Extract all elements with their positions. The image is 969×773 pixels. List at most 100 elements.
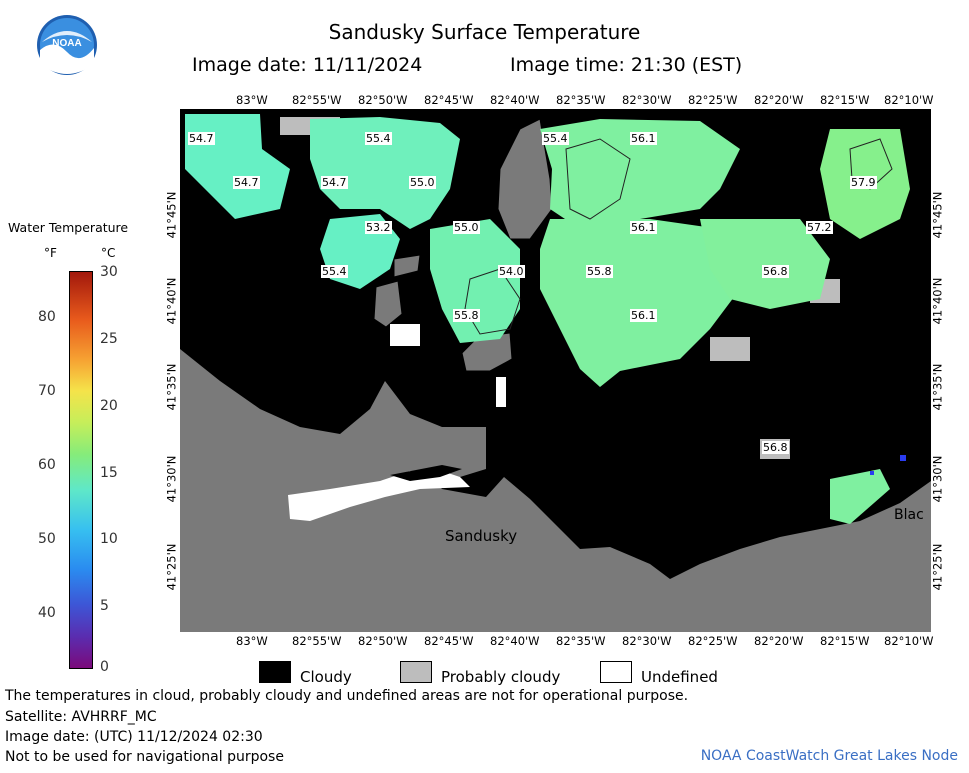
temp-label: 55.4 xyxy=(542,132,569,145)
colorbar-f-tick: 40 xyxy=(38,605,56,621)
water-area-central xyxy=(430,219,520,343)
lon-tick-top: 83°W xyxy=(236,93,268,107)
lat-tick-left: 41°35'N xyxy=(164,363,179,411)
temp-label: 55.0 xyxy=(409,176,436,189)
lat-tick-right: 41°25'N xyxy=(930,543,945,591)
temp-label: 55.8 xyxy=(453,309,480,322)
key-swatch-probably-cloudy xyxy=(400,661,432,683)
map-canvas xyxy=(180,109,931,632)
water-area-north-east-central xyxy=(540,119,740,229)
water-area-southeast xyxy=(830,469,890,524)
lon-tick-bottom: 82°55'W xyxy=(292,634,342,648)
lon-tick-top: 82°55'W xyxy=(292,93,342,107)
nav-warning-text: Not to be used for navigational purpose xyxy=(5,749,284,765)
lon-tick-bottom: 82°25'W xyxy=(688,634,738,648)
temperature-map[interactable]: 54.7 55.4 55.4 56.1 54.7 54.7 55.0 57.9 … xyxy=(180,109,931,632)
edge-place-label: Blac xyxy=(894,507,924,523)
lon-tick-top: 82°35'W xyxy=(556,93,606,107)
temp-label: 57.2 xyxy=(806,221,833,234)
lon-tick-bottom: 82°10'W xyxy=(884,634,934,648)
lon-tick-bottom: 83°W xyxy=(236,634,268,648)
cold-speck xyxy=(900,455,906,461)
logo-text: NOAA xyxy=(52,38,81,49)
temp-label: 56.1 xyxy=(630,221,657,234)
image-time-local: Image time: 21:30 (EST) xyxy=(510,54,743,76)
lat-tick-left: 41°25'N xyxy=(164,543,179,591)
key-label-cloudy: Cloudy xyxy=(300,668,352,686)
temp-label: 57.9 xyxy=(850,176,877,189)
island-south-bass xyxy=(461,332,513,372)
colorbar-f-tick: 50 xyxy=(38,531,56,547)
lon-tick-bottom: 82°20'W xyxy=(754,634,804,648)
temp-label: 56.8 xyxy=(762,441,789,454)
lon-tick-bottom: 82°40'W xyxy=(490,634,540,648)
lat-tick-right: 41°40'N xyxy=(930,277,945,325)
temp-label: 56.8 xyxy=(762,265,789,278)
temp-label: 55.0 xyxy=(453,221,480,234)
undefined-patch xyxy=(496,377,506,407)
credit-link[interactable]: NOAA CoastWatch Great Lakes Node xyxy=(700,748,958,764)
colorbar-c-tick: 15 xyxy=(100,465,118,481)
lat-tick-right: 41°30'N xyxy=(930,455,945,503)
water-area-east xyxy=(700,219,830,309)
key-label-undefined: Undefined xyxy=(641,668,718,686)
land-area xyxy=(180,349,931,632)
lon-tick-top: 82°50'W xyxy=(358,93,408,107)
lon-tick-bottom: 82°50'W xyxy=(358,634,408,648)
noaa-logo: NOAA xyxy=(36,14,98,76)
city-label-sandusky: Sandusky xyxy=(445,527,518,545)
island-small xyxy=(373,280,403,328)
temp-label: 54.7 xyxy=(321,176,348,189)
temp-label: 55.4 xyxy=(321,265,348,278)
colorbar-c-tick: 5 xyxy=(100,598,109,614)
key-label-probably-cloudy: Probably cloudy xyxy=(441,668,561,686)
lat-tick-right: 41°45'N xyxy=(930,191,945,239)
lon-tick-top: 82°15'W xyxy=(820,93,870,107)
disclaimer-text: The temperatures in cloud, probably clou… xyxy=(5,688,689,704)
legend-unit-celsius: °C xyxy=(101,246,116,260)
lon-tick-top: 82°45'W xyxy=(424,93,474,107)
lat-tick-left: 41°40'N xyxy=(164,277,179,325)
utc-date-text: Image date: (UTC) 11/12/2024 02:30 xyxy=(5,729,263,745)
colorbar-c-tick: 25 xyxy=(100,331,118,347)
colorbar-c-tick: 0 xyxy=(100,659,109,675)
temp-label: 54.0 xyxy=(498,265,525,278)
lon-tick-top: 82°10'W xyxy=(884,93,934,107)
key-swatch-undefined xyxy=(600,661,632,683)
cold-speck xyxy=(870,471,874,475)
lat-tick-right: 41°35'N xyxy=(930,363,945,411)
temp-label: 56.1 xyxy=(630,309,657,322)
temp-label: 54.7 xyxy=(188,132,215,145)
image-date-local: Image date: 11/11/2024 xyxy=(192,54,423,76)
lon-tick-bottom: 82°15'W xyxy=(820,634,870,648)
lat-tick-left: 41°45'N xyxy=(164,191,179,239)
lat-tick-left: 41°30'N xyxy=(164,455,179,503)
satellite-text: Satellite: AVHRRF_MC xyxy=(5,709,157,725)
colorbar-f-tick: 80 xyxy=(38,309,56,325)
colorbar-c-tick: 10 xyxy=(100,531,118,547)
isotherm xyxy=(565,138,631,220)
lon-tick-top: 82°20'W xyxy=(754,93,804,107)
undefined-area xyxy=(288,471,470,521)
lon-tick-bottom: 82°45'W xyxy=(424,634,474,648)
water-area-northwest xyxy=(310,117,460,229)
key-swatch-cloudy xyxy=(259,661,291,683)
temp-label: 54.7 xyxy=(233,176,260,189)
colorbar-c-tick: 20 xyxy=(100,398,118,414)
water-area-east-central xyxy=(540,219,740,387)
temp-label: 55.8 xyxy=(586,265,613,278)
probably-cloudy xyxy=(710,337,750,361)
legend-unit-fahrenheit: °F xyxy=(44,246,57,260)
legend-title: Water Temperature xyxy=(8,220,129,235)
page-title: Sandusky Surface Temperature xyxy=(328,20,641,44)
colorbar-f-tick: 70 xyxy=(38,383,56,399)
lon-tick-top: 82°30'W xyxy=(622,93,672,107)
lon-tick-bottom: 82°35'W xyxy=(556,634,606,648)
colorbar-f-tick: 60 xyxy=(38,457,56,473)
isotherm xyxy=(849,138,893,190)
temp-label: 55.4 xyxy=(365,132,392,145)
temp-label: 53.2 xyxy=(365,221,392,234)
lon-tick-top: 82°25'W xyxy=(688,93,738,107)
lon-tick-bottom: 82°30'W xyxy=(622,634,672,648)
undefined-patch xyxy=(390,324,420,346)
